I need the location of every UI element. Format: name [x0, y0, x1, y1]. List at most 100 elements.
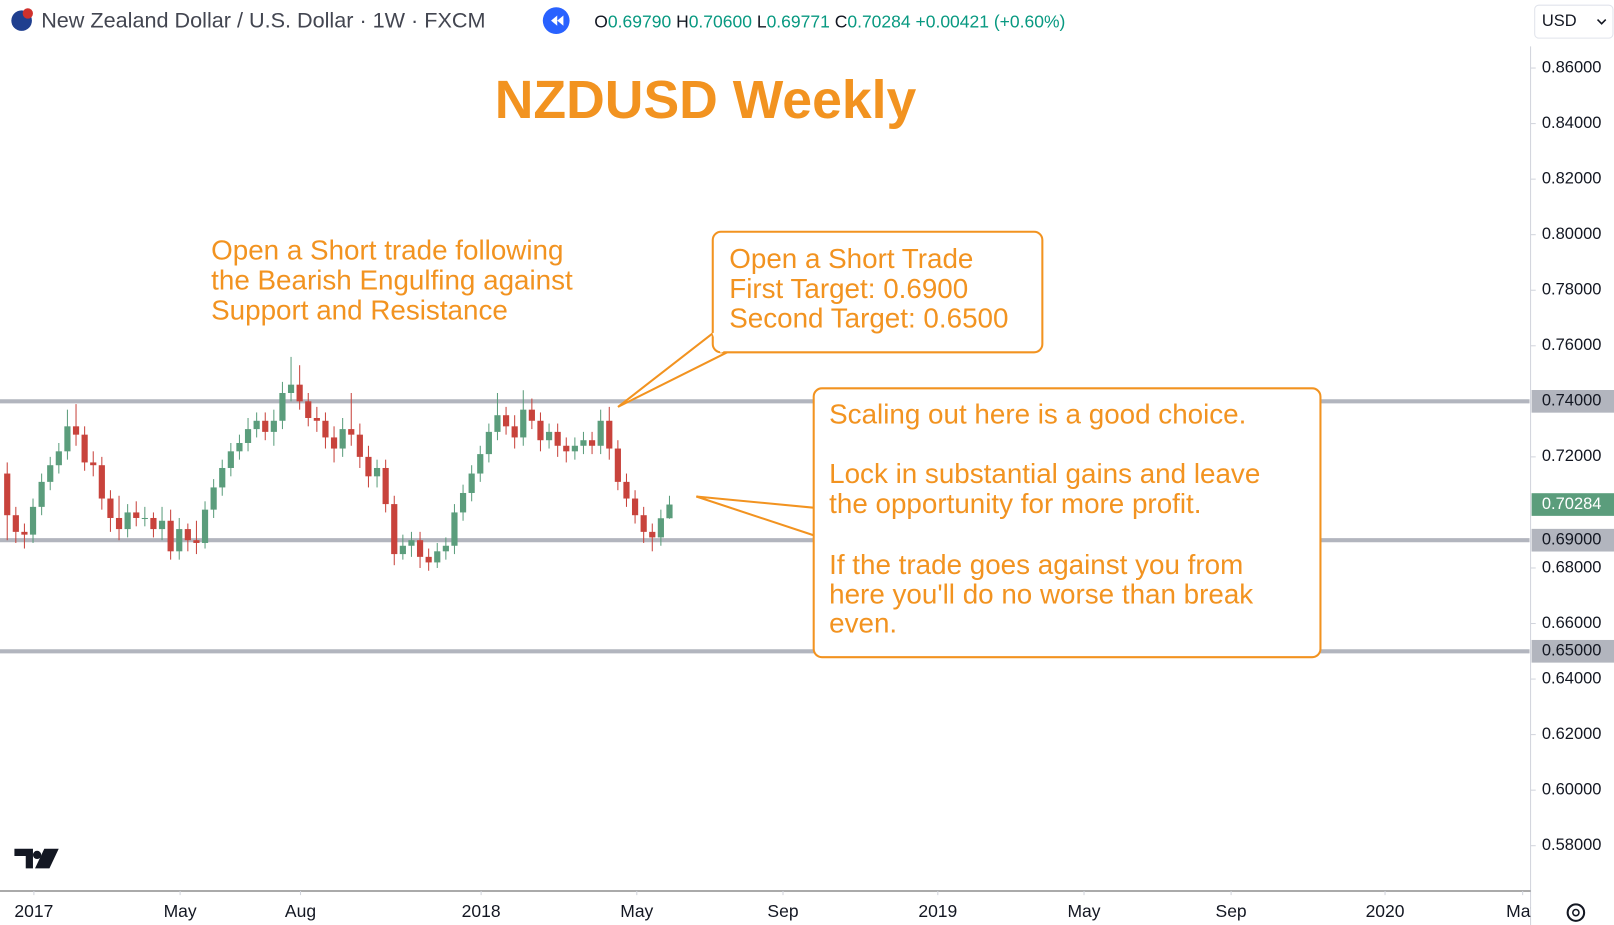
candle-body — [193, 540, 200, 543]
x-tick-label: Aug — [285, 901, 316, 921]
candle-body — [468, 473, 475, 493]
callout-text: here you'll do no worse than break — [829, 579, 1253, 610]
candle-body — [47, 465, 54, 482]
flag-icon-badge — [22, 8, 33, 19]
candle-body — [494, 415, 501, 432]
candle-body — [115, 517, 123, 530]
y-tick-label: 0.72000 — [1542, 447, 1602, 465]
candle-body — [373, 467, 381, 477]
y-tick-label: 0.82000 — [1542, 169, 1602, 187]
candle-body — [606, 420, 613, 449]
change-percent: (+0.60%) — [994, 11, 1066, 31]
ohlc-value: 0.69771 — [767, 11, 830, 31]
x-tick-label: 2020 — [1366, 901, 1405, 921]
candle-body — [365, 456, 372, 477]
x-tick-label: Sep — [1216, 901, 1247, 921]
candle-body — [528, 409, 535, 421]
candle-body — [244, 429, 252, 443]
level-price-label: 0.65000 — [1542, 642, 1602, 660]
candle-body — [442, 545, 449, 552]
candle-body — [322, 420, 329, 438]
y-tick-label: 0.60000 — [1542, 781, 1602, 799]
candle-body — [391, 504, 398, 555]
candle-body — [580, 440, 587, 446]
y-tick-label: 0.84000 — [1542, 114, 1602, 132]
candle-body — [176, 529, 183, 552]
time-axis: 2017 May Aug 2018 May Sep 2019 May Sep 2020 May — [14, 890, 1539, 921]
candle-body — [554, 431, 561, 446]
candle-body — [614, 448, 621, 482]
candle-body — [141, 517, 148, 520]
y-tick-label: 0.62000 — [1542, 725, 1602, 743]
ohlc-legend: O0.69790 H0.70600 L0.69771 C0.70284 +0.0… — [594, 11, 1065, 31]
settings-button[interactable] — [1566, 903, 1586, 922]
candle-body — [279, 392, 286, 421]
candle-body — [459, 492, 467, 513]
candle-body — [640, 515, 647, 532]
level-price-box — [1531, 639, 1614, 663]
candle-body — [339, 429, 346, 449]
replay-icon — [551, 15, 564, 26]
currency-select[interactable] — [1534, 4, 1614, 39]
candle-body — [485, 431, 492, 455]
candle-body — [90, 462, 97, 466]
candle-body — [4, 473, 11, 516]
x-tick-label: May — [1067, 901, 1100, 921]
candle-body — [356, 434, 363, 457]
callout-text: Second Target: 0.6500 — [729, 303, 1008, 334]
level-price-label: 0.69000 — [1542, 531, 1602, 549]
annotation-text: the Bearish Engulfing against — [211, 265, 573, 296]
dropdown-arrow — [1596, 19, 1607, 25]
callout-text: Lock in substantial gains and leave — [829, 458, 1260, 489]
candle-body — [520, 409, 527, 438]
candle-body — [64, 426, 71, 452]
candle-body — [227, 451, 234, 468]
symbol-title[interactable]: New Zealand Dollar / U.S. Dollar · 1W · … — [41, 7, 485, 32]
candle-body — [623, 481, 630, 499]
candle-body — [21, 531, 28, 535]
candle-body — [201, 509, 209, 543]
candle-body — [382, 467, 389, 505]
candle-body — [545, 431, 553, 441]
x-tick-label: 2018 — [462, 901, 501, 921]
ohlc-key: O — [594, 11, 608, 31]
x-tick-label: 2019 — [918, 901, 957, 921]
x-tick-label: 2017 — [14, 901, 53, 921]
candle-body — [133, 512, 140, 518]
x-tick-label: May — [164, 901, 197, 921]
candle-body — [287, 384, 295, 393]
level-price-box — [1531, 528, 1614, 552]
candle-body — [631, 498, 639, 516]
ohlc-value: 0.70284 — [847, 11, 911, 31]
annotation-text: Open a Short trade following — [211, 235, 563, 266]
candle-body — [666, 504, 673, 519]
ohlc-value: 0.70600 — [689, 11, 753, 31]
candle-body — [38, 481, 45, 507]
callout-pointer — [695, 495, 816, 537]
candle-body — [451, 512, 458, 546]
x-tick-label: May — [1506, 901, 1539, 921]
last-price-label: 0.70284 — [1542, 495, 1602, 513]
callout-text: the opportunity for more profit. — [829, 488, 1201, 519]
candle-body — [210, 487, 217, 510]
y-tick-label: 0.64000 — [1542, 669, 1602, 687]
change: +0.00421 — [916, 11, 989, 31]
candle-body — [150, 517, 157, 530]
candle-body — [425, 556, 432, 563]
candle-body — [597, 420, 604, 446]
level-price-label: 0.74000 — [1542, 392, 1602, 410]
callout-text: even. — [829, 608, 897, 639]
tradingview-logo[interactable] — [14, 848, 59, 869]
callout-box — [812, 387, 1322, 659]
candle-body — [81, 434, 88, 463]
candle-body — [408, 540, 415, 546]
y-tick-label: 0.86000 — [1542, 58, 1602, 76]
candle-body — [29, 506, 37, 535]
callout-text: Open a Short Trade — [729, 243, 973, 274]
candle-body — [649, 531, 656, 538]
candle-body — [537, 420, 544, 441]
currency-label: USD — [1542, 12, 1577, 30]
candle-body — [511, 426, 518, 438]
callout-text: If the trade goes against you from — [829, 549, 1243, 580]
